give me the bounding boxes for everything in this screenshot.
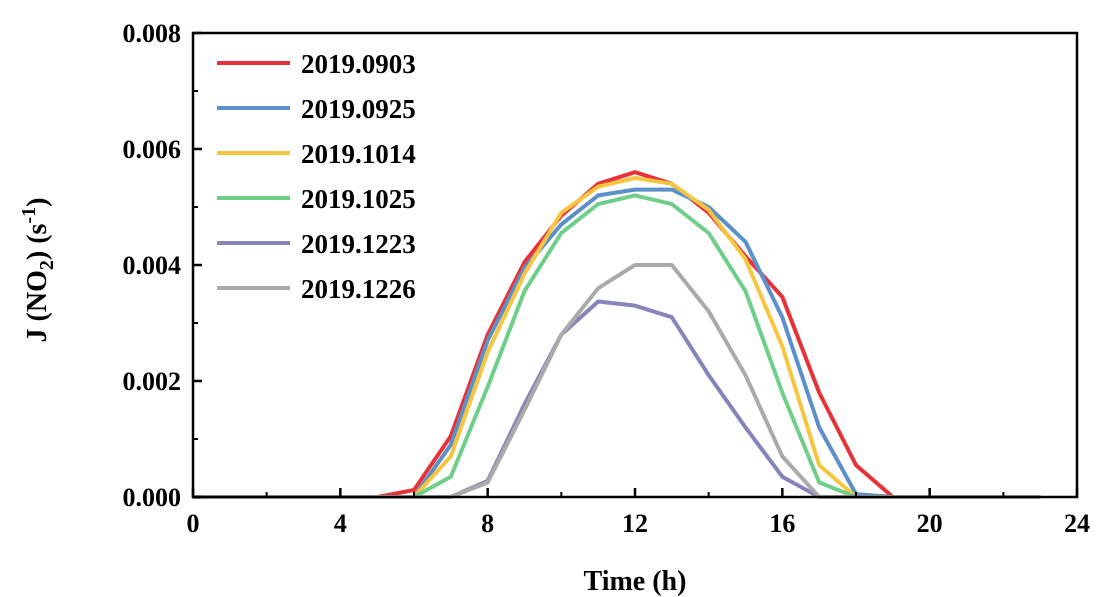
- legend: 2019.0903 2019.0925 2019.1014 2019.1025 2019…: [217, 49, 416, 304]
- series-layer: [193, 170, 1041, 499]
- tick-layer: 0 4 8 12 16 20 24 0.000 0.002 0.004 0.006 0.008: [123, 19, 1091, 538]
- y-axis-title-prefix: J (NO: [22, 270, 53, 342]
- x-axis-title: Time (h): [584, 566, 687, 597]
- series-line-5: [193, 299, 1041, 499]
- x-tick-label: 4: [334, 509, 347, 538]
- legend-label: 2019.1226: [301, 274, 416, 304]
- x-tick-label: 8: [481, 509, 494, 538]
- y-axis-title-mid: ) (s: [22, 223, 53, 260]
- x-tick-label: 20: [917, 509, 943, 538]
- y-tick-label: 0.004: [123, 251, 182, 280]
- legend-label: 2019.0903: [301, 49, 416, 79]
- y-tick-label: 0.006: [123, 135, 182, 164]
- y-axis-title-superscript: -1: [18, 207, 40, 224]
- legend-label: 2019.1014: [301, 139, 416, 169]
- x-tick-label: 12: [622, 509, 648, 538]
- legend-label: 2019.1223: [301, 229, 416, 259]
- y-axis-title-suffix: ): [22, 198, 53, 207]
- legend-label: 2019.1025: [301, 184, 416, 214]
- y-axis-title: J (NO2) (s-1): [18, 198, 58, 343]
- x-tick-label: 24: [1064, 509, 1090, 538]
- legend-label: 2019.0925: [301, 94, 416, 124]
- y-axis-title-subscript: 2: [36, 260, 58, 270]
- y-tick-label: 0.000: [123, 483, 182, 512]
- y-tick-label: 0.002: [123, 367, 182, 396]
- y-tick-label: 0.008: [123, 19, 182, 48]
- series-line-3: [193, 176, 1041, 499]
- x-tick-label: 0: [187, 509, 200, 538]
- series-line-1: [193, 170, 1041, 499]
- x-tick-label: 16: [769, 509, 795, 538]
